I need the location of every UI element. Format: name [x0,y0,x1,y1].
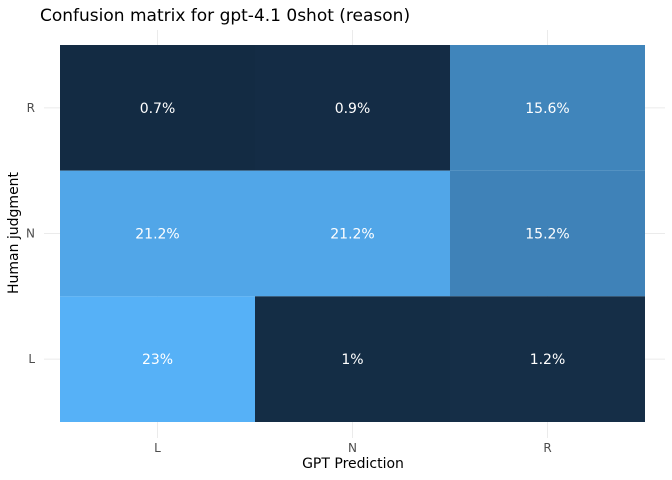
cell-label-L-L: 23% [142,352,173,368]
y-axis-ticks: L N R [26,101,35,366]
cell-labels: 0.7% 0.9% 15.6% 21.2% 21.2% 15.2% 23% 1% 1.2% [135,101,569,368]
y-tick-label: N [26,227,35,241]
heatmap-cell-L-N [255,296,450,422]
heatmap-cell-N-R [450,170,645,297]
x-tick-label: R [543,441,551,455]
y-tick-label: L [28,352,35,366]
y-tick-label: R [27,101,35,115]
y-axis-title: Human judgment [6,171,22,294]
cell-label-R-N: 0.9% [335,101,371,117]
cell-label-R-R: 15.6% [525,101,569,117]
cell-label-R-L: 0.7% [140,101,176,117]
cell-label-N-N: 21.2% [330,227,374,243]
heatmap-cell-N-N [255,170,450,297]
heatmap-cells [60,45,645,422]
cell-label-N-L: 21.2% [135,227,179,243]
cell-label-L-R: 1.2% [530,352,566,368]
x-tick-label: N [348,441,357,455]
heatmap-cell-L-R [450,296,645,422]
x-axis-title: GPT Prediction [302,456,404,472]
x-tick-label: L [154,441,161,455]
heatmap-cell-N-L [60,170,255,297]
cell-label-L-N: 1% [341,352,363,368]
heatmap-cell-R-N [255,45,450,171]
heatmap-cell-R-L [60,45,255,171]
heatmap-cell-L-L [60,296,255,422]
chart-title: Confusion matrix for gpt-4.1 0shot (reas… [40,6,410,26]
cell-label-N-R: 15.2% [525,227,569,243]
heatmap-cell-R-R [450,45,645,171]
